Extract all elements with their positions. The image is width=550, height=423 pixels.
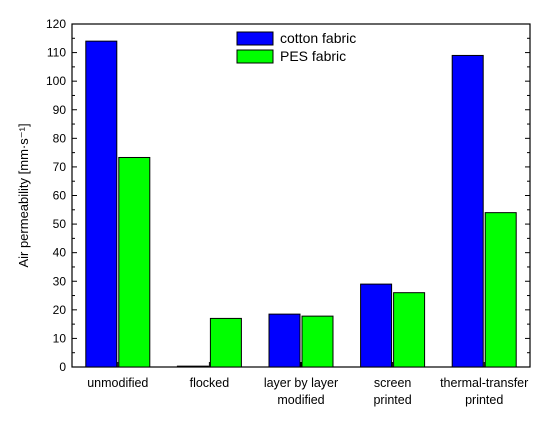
bars <box>85 40 517 368</box>
x-category-label: printed <box>465 393 503 407</box>
y-axis-label-group: Air permeability [mm·s⁻¹] <box>16 123 31 267</box>
x-category-label: layer by layer <box>264 376 338 390</box>
legend-swatch <box>236 31 274 46</box>
x-category-label: unmodified <box>87 376 148 390</box>
y-axis-label: Air permeability [mm·s⁻¹] <box>16 123 31 267</box>
y-tick-label: 80 <box>53 131 67 145</box>
bar-cotton-2 <box>268 313 301 368</box>
y-tick-label: 70 <box>53 160 67 174</box>
bar-cotton-0 <box>85 40 118 368</box>
category-labels: unmodified flocked layer by layer modified s… <box>87 362 528 407</box>
legend-label: PES fabric <box>280 48 346 64</box>
x-category-label: modified <box>277 393 324 407</box>
bar-cotton-1 <box>176 365 209 368</box>
bar-cotton-3 <box>360 283 393 368</box>
y-tick-label: 20 <box>53 303 67 317</box>
x-category-label: thermal-transfer <box>440 376 528 390</box>
y-tick-label: 90 <box>53 103 67 117</box>
bar-pes-1 <box>209 317 242 368</box>
bar-cotton-4 <box>451 54 484 368</box>
legend: cotton fabric PES fabric <box>236 30 356 64</box>
x-category-label: printed <box>373 393 411 407</box>
legend-swatch <box>236 49 274 64</box>
x-category-label: screen <box>374 376 412 390</box>
bar-pes-2 <box>301 315 334 368</box>
x-category-label: flocked <box>190 376 230 390</box>
y-tick-label: 10 <box>53 331 67 345</box>
y-tick-label: 40 <box>53 246 67 260</box>
y-tick-label: 120 <box>46 17 66 31</box>
y-tick-label: 0 <box>59 360 66 374</box>
y-tick-label: 60 <box>53 189 67 203</box>
y-tick-label: 50 <box>53 217 67 231</box>
bar-pes-0 <box>118 156 151 368</box>
y-ticks: 0 10 20 30 40 50 60 70 80 90 100 110 120 <box>46 17 530 374</box>
legend-label: cotton fabric <box>280 30 356 46</box>
y-tick-label: 110 <box>47 46 66 60</box>
bar-pes-3 <box>393 292 426 368</box>
y-tick-label: 100 <box>46 74 66 88</box>
y-tick-label: 30 <box>53 274 67 288</box>
bar-pes-4 <box>484 212 517 368</box>
